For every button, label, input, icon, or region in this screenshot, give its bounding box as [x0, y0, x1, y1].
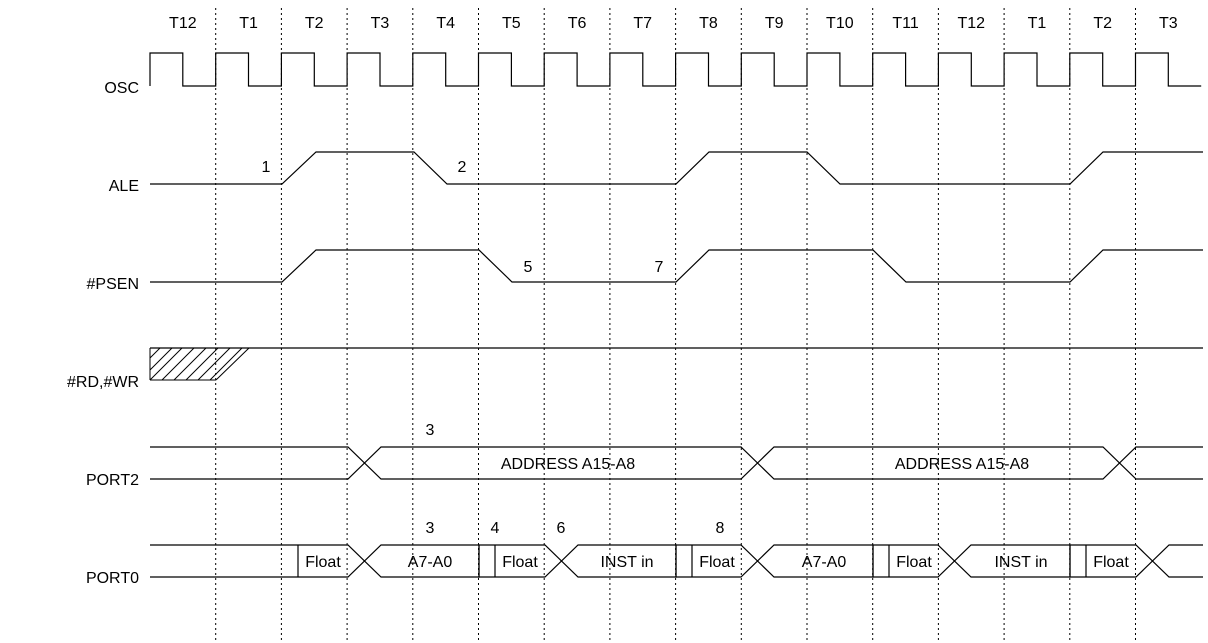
annotation-ale-rise: 1	[262, 159, 271, 176]
period-label: T1	[239, 15, 258, 32]
signal-label-port2: PORT2	[86, 472, 139, 489]
annotation-port0-addr: 3	[426, 520, 435, 537]
period-label: T8	[699, 15, 718, 32]
period-label: T1	[1028, 15, 1047, 32]
period-label: T12	[957, 15, 985, 32]
period-label: T11	[892, 15, 918, 32]
period-grid	[215, 8, 1136, 643]
signal-label-port0: PORT0	[86, 570, 139, 587]
period-label: T4	[436, 15, 455, 32]
annotation-ale-fall: 2	[458, 159, 467, 176]
period-label: T10	[826, 15, 854, 32]
port0-bus-label: A7-A0	[802, 554, 847, 571]
annotation-port0-float2: 8	[716, 520, 725, 537]
psen-waveform	[150, 249, 1203, 283]
annotation-port0-float1: 4	[491, 520, 500, 537]
period-labels: T12 T1 T2 T3 T4 T5 T6 T7 T8 T9 T10 T11 T12 T1 T2 T3	[169, 15, 1178, 32]
port0-waveform	[150, 544, 1203, 578]
port2-bus-label: ADDRESS A15-A8	[895, 456, 1029, 473]
osc-waveform	[149, 52, 1202, 87]
port2-bus-label: ADDRESS A15-A8	[501, 456, 635, 473]
port0-bus-label: Float	[896, 554, 932, 571]
period-label: T9	[765, 15, 784, 32]
port0-bus-label: Float	[699, 554, 735, 571]
annotation-port0-inst: 6	[557, 520, 566, 537]
port0-bus-label: A7-A0	[408, 554, 453, 571]
period-label: T3	[1159, 15, 1178, 32]
signal-label-rdwr: #RD,#WR	[67, 374, 139, 391]
period-label: T3	[371, 15, 390, 32]
annotation-port2-addr: 3	[426, 422, 435, 439]
signal-label-osc: OSC	[104, 80, 139, 97]
port2-waveform	[150, 446, 1203, 480]
port0-bus-label: INST in	[994, 554, 1047, 571]
rdwr-waveform	[149, 347, 1203, 381]
port0-bus-label: Float	[1093, 554, 1129, 571]
ale-waveform	[150, 151, 1203, 185]
annotation-psen-rise: 7	[655, 259, 664, 276]
port0-bus-label: INST in	[600, 554, 653, 571]
signal-label-psen: #PSEN	[87, 276, 139, 293]
signal-label-ale: ALE	[109, 178, 139, 195]
period-label: T2	[1093, 15, 1112, 32]
period-label: T12	[169, 15, 197, 32]
period-label: T6	[568, 15, 587, 32]
period-label: T7	[633, 15, 652, 32]
period-label: T2	[305, 15, 324, 32]
annotation-psen-fall: 5	[524, 259, 533, 276]
period-label: T5	[502, 15, 521, 32]
port0-bus-label: Float	[305, 554, 341, 571]
port0-bus-label: Float	[502, 554, 538, 571]
